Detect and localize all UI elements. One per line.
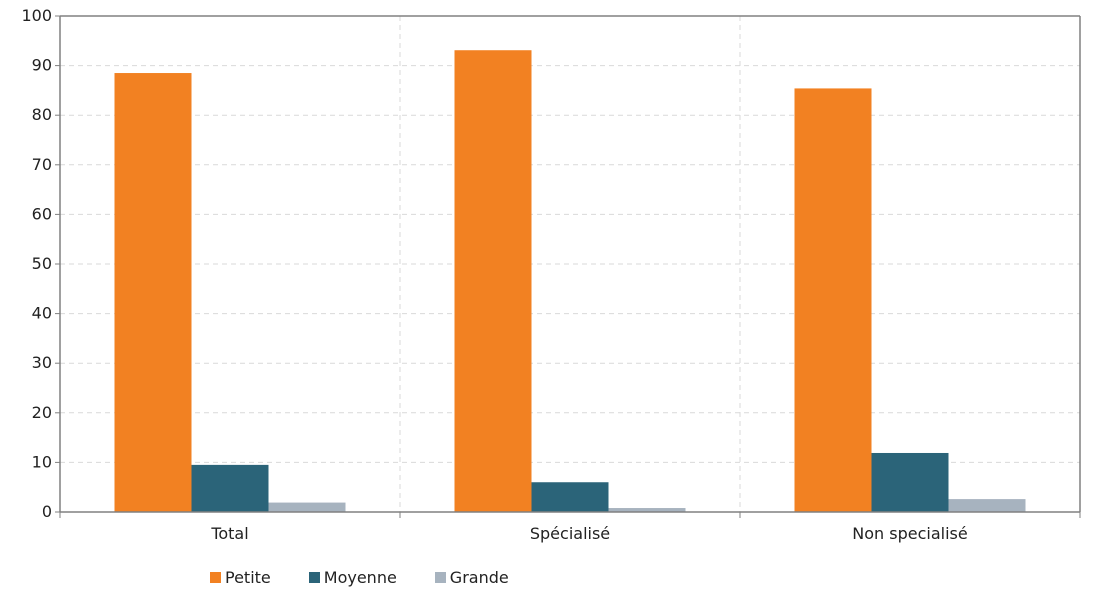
bar-petite <box>454 50 532 512</box>
bar-petite <box>794 88 872 512</box>
gridlines <box>60 16 1080 512</box>
y-tick-label: 100 <box>21 6 52 25</box>
y-tick-label: 20 <box>32 403 52 422</box>
legend-swatch <box>308 572 320 583</box>
bar-moyenne <box>191 464 269 512</box>
y-tick-labels: 0 10 20 30 40 50 60 70 80 90 100 <box>21 6 52 521</box>
x-category-labels: Total Spécialisé Non specialisé <box>210 524 967 543</box>
y-tick-label: 80 <box>32 105 52 124</box>
legend-item-grande: Grande <box>434 568 509 587</box>
y-tick-label: 50 <box>32 254 52 273</box>
y-tick-label: 10 <box>32 452 52 471</box>
y-tick-label: 40 <box>32 304 52 323</box>
bar-grande <box>608 508 686 512</box>
y-tick-label: 70 <box>32 155 52 174</box>
y-tick-label: 60 <box>32 204 52 223</box>
legend-label: Moyenne <box>323 568 397 587</box>
legend-swatch <box>210 572 221 583</box>
y-tick-label: 30 <box>32 353 52 372</box>
legend-label: Grande <box>449 568 509 587</box>
legend-swatch <box>434 572 446 583</box>
legend-label: Petite <box>225 568 271 587</box>
axes <box>55 15 1081 518</box>
bar-moyenne <box>871 452 949 512</box>
x-category-label: Total <box>210 524 248 543</box>
legend-item-petite: Petite <box>210 568 271 587</box>
legend-item-moyenne: Moyenne <box>308 568 397 587</box>
bar-moyenne <box>531 482 609 512</box>
legend: Petite Moyenne Grande <box>210 568 509 587</box>
bar-grande <box>268 502 346 512</box>
y-tick-label: 0 <box>42 502 52 521</box>
bar-grande <box>948 499 1026 512</box>
x-category-label: Spécialisé <box>530 524 610 543</box>
x-category-label: Non specialisé <box>852 524 967 543</box>
y-tick-label: 90 <box>32 56 52 75</box>
bars <box>114 50 1026 512</box>
bar-petite <box>114 73 192 512</box>
